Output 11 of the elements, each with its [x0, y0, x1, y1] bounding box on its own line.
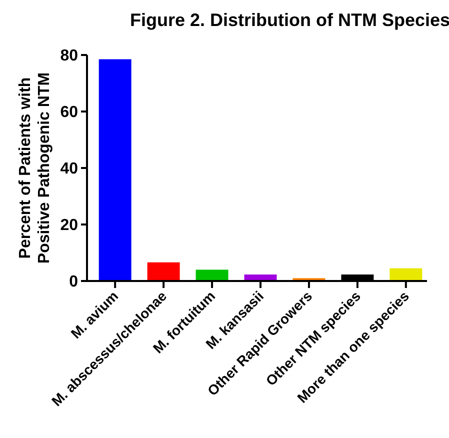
bar [98, 59, 132, 281]
y-axis-title: Percent of Patients with Positive Pathogenic NTM [17, 72, 54, 264]
y-tick-label: 0 [69, 274, 78, 291]
y-tick-label: 20 [60, 217, 78, 234]
y-tick-label: 40 [60, 160, 78, 178]
bar [196, 270, 228, 281]
chart-title: Figure 2. Distribution of NTM Species [130, 10, 449, 30]
y-tick-label: 80 [60, 48, 78, 65]
bar [390, 268, 422, 281]
bar [147, 262, 180, 281]
y-tick-label: 60 [60, 104, 78, 122]
